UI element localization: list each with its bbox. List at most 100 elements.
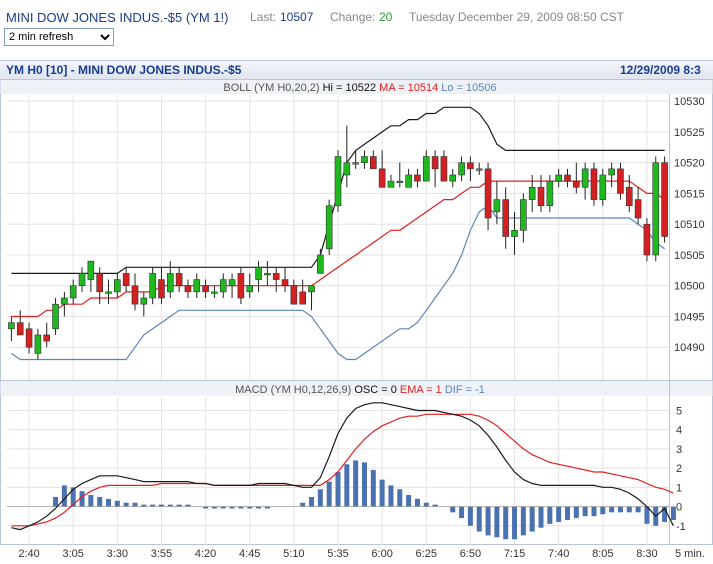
macd-osc-bar bbox=[185, 504, 191, 507]
candle-up bbox=[228, 279, 236, 287]
macd-osc-bar bbox=[406, 495, 412, 507]
candle-up bbox=[87, 260, 95, 280]
x-tick-label: 6:00 bbox=[371, 548, 392, 560]
macd-ema-line bbox=[11, 413, 674, 527]
candle-up bbox=[246, 285, 254, 293]
candle-down bbox=[96, 273, 103, 293]
boll-title-part: BOLL (YM H0,20,2) bbox=[223, 82, 319, 94]
macd-osc-bar bbox=[309, 496, 315, 507]
macd-osc-bar bbox=[132, 502, 138, 507]
macd-osc-bar bbox=[353, 460, 359, 507]
macd-osc-bar bbox=[582, 506, 588, 517]
candle-up bbox=[458, 162, 465, 176]
candle-up bbox=[219, 279, 227, 293]
price-y-tick: 10515 bbox=[674, 188, 705, 200]
macd-osc-bar bbox=[609, 506, 615, 513]
candle-up bbox=[325, 205, 333, 250]
macd-osc-bar bbox=[335, 471, 341, 507]
x-tick-label: 3:30 bbox=[107, 548, 128, 560]
candle-up bbox=[61, 297, 68, 305]
candle-down bbox=[299, 291, 306, 305]
macd-title-part: MACD (YM H0,12,26,9) bbox=[235, 384, 351, 396]
candle-down bbox=[440, 156, 448, 182]
macd-osc-bar bbox=[53, 496, 59, 507]
candle-up bbox=[546, 180, 554, 207]
candle-up bbox=[78, 273, 86, 287]
candle-down bbox=[175, 273, 183, 287]
macd-osc-bar bbox=[361, 462, 367, 507]
boll-title-part: Lo = 10506 bbox=[438, 82, 496, 94]
macd-osc-bar bbox=[97, 496, 103, 507]
macd-osc-bar bbox=[529, 506, 535, 532]
macd-title-part: EMA = 1 bbox=[397, 384, 442, 396]
candle-up bbox=[475, 168, 483, 171]
candle-down bbox=[370, 156, 377, 170]
macd-y-tick: 5 bbox=[676, 405, 682, 417]
candle-up bbox=[114, 279, 121, 293]
x-tick-label: 6:25 bbox=[416, 548, 437, 560]
x-tick-label: 5:10 bbox=[283, 548, 304, 560]
macd-osc-bar bbox=[238, 506, 244, 509]
macd-title-part: OSC = 0 bbox=[351, 384, 397, 396]
macd-osc-bar bbox=[256, 506, 262, 509]
refresh-select[interactable]: 2 min refresh bbox=[4, 28, 114, 46]
macd-y-tick: 0 bbox=[676, 502, 682, 514]
candle-up bbox=[599, 174, 607, 200]
macd-osc-bar bbox=[300, 502, 306, 507]
candle-down bbox=[537, 186, 545, 207]
macd-dif-line bbox=[11, 402, 674, 531]
macd-osc-bar bbox=[264, 506, 270, 509]
candle-up bbox=[343, 162, 351, 176]
macd-osc-bar bbox=[70, 487, 76, 507]
macd-osc-bar bbox=[617, 506, 623, 513]
price-y-tick: 10505 bbox=[674, 250, 705, 262]
macd-osc-bar bbox=[167, 504, 173, 507]
macd-osc-bar bbox=[211, 506, 217, 509]
macd-osc-bar bbox=[626, 506, 632, 513]
macd-osc-bar bbox=[370, 470, 376, 507]
macd-osc-bar bbox=[670, 506, 676, 521]
x-tick-label: 6:50 bbox=[460, 548, 481, 560]
candle-down bbox=[573, 180, 580, 188]
boll-lo-line bbox=[11, 204, 665, 361]
x-unit-label: 5 min. bbox=[675, 548, 705, 560]
macd-osc-bar bbox=[247, 506, 253, 509]
candle-down bbox=[202, 285, 209, 293]
change-value: 20 bbox=[379, 10, 393, 24]
candle-up bbox=[396, 180, 404, 183]
macd-y-tick: 4 bbox=[676, 425, 682, 437]
candle-up bbox=[422, 156, 430, 182]
macd-osc-bar bbox=[432, 504, 438, 507]
macd-y-tick: -1 bbox=[676, 521, 686, 533]
candle-up bbox=[255, 266, 262, 280]
candle-down bbox=[617, 168, 624, 194]
x-tick-label: 3:55 bbox=[151, 548, 172, 560]
macd-osc-bar bbox=[79, 491, 85, 507]
candle-up bbox=[264, 273, 271, 276]
candle-up bbox=[334, 156, 342, 207]
macd-osc-bar bbox=[379, 479, 385, 507]
candle-down bbox=[184, 285, 192, 293]
macd-y-tick: 3 bbox=[676, 444, 682, 456]
candle-up bbox=[581, 168, 589, 188]
x-tick-label: 4:45 bbox=[239, 548, 260, 560]
macd-panel-title-bar bbox=[0, 381, 713, 396]
macd-osc-bar bbox=[547, 506, 553, 524]
quote-bar: MINI DOW JONES INDUS.-$5 (YM 1!) Last: 1… bbox=[6, 10, 706, 30]
candle-up bbox=[555, 174, 562, 182]
macd-osc-bar bbox=[388, 485, 394, 507]
macd-osc-bar bbox=[476, 506, 482, 532]
candle-up bbox=[8, 322, 15, 330]
candle-down bbox=[122, 273, 130, 287]
macd-osc-bar bbox=[176, 504, 182, 507]
candle-up bbox=[308, 285, 315, 293]
chart-title: YM H0 [10] - MINI DOW JONES INDUS.-$5 bbox=[6, 63, 242, 77]
boll-title: BOLL (YM H0,20,2) Hi = 10522 MA = 10514 … bbox=[223, 82, 496, 94]
chart-header: YM H0 [10] - MINI DOW JONES INDUS.-$5 12… bbox=[0, 60, 713, 81]
candle-up bbox=[520, 199, 527, 231]
price-y-tick: 10510 bbox=[674, 219, 705, 231]
macd-osc-bar bbox=[414, 498, 420, 507]
macd-osc-bar bbox=[220, 506, 226, 509]
candle-down bbox=[564, 174, 571, 182]
